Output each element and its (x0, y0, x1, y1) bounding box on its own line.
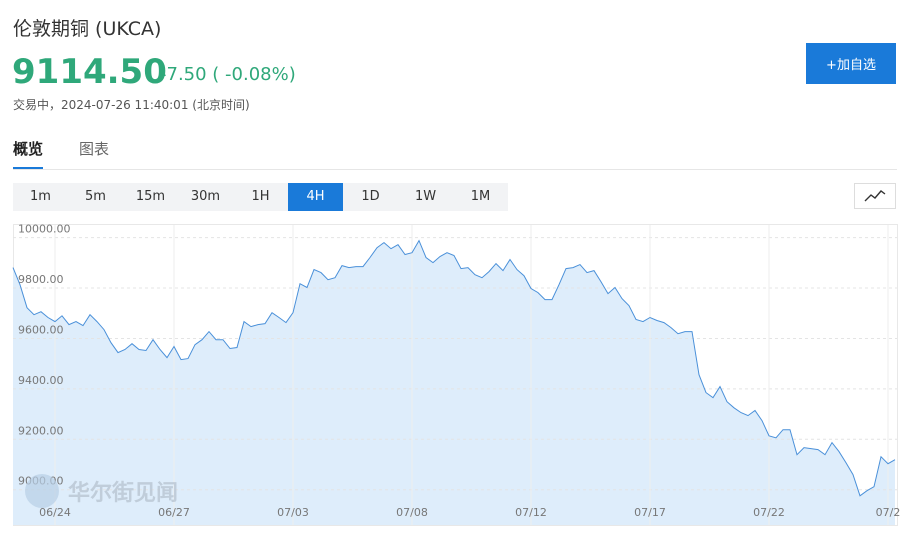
watermark: 华尔街见闻 (68, 480, 178, 506)
interval-bar: 1m 5m 15m 30m 1H 4H 1D 1W 1M (13, 183, 508, 211)
x-tick-label: 07/17 (634, 506, 666, 519)
y-tick-label: 9400.00 (18, 374, 64, 387)
interval-button[interactable]: 1H (251, 189, 270, 204)
interval-button[interactable]: 1W (414, 189, 437, 204)
add-watchlist-button[interactable]: +加自选 (806, 43, 896, 84)
title: 伦敦期铜 (UKCA) (13, 18, 162, 40)
x-tick-label: 07/2 (876, 506, 901, 519)
y-tick-label: 9800.00 (18, 273, 64, 286)
area (13, 240, 895, 525)
tabs: 概览 图表 (13, 138, 145, 169)
interval-button[interactable]: 15m (135, 189, 166, 204)
interval-button[interactable]: 5m (85, 189, 106, 204)
interval-button[interactable]: 1m (30, 189, 51, 204)
interval-button[interactable]: 4H (288, 183, 343, 211)
line (12, 239, 896, 497)
status: 交易中，2024-07-26 11:40:01 (北京时间) (13, 98, 250, 112)
y-tick-label: 10000.00 (18, 223, 71, 236)
y-tick-label: 9600.00 (18, 323, 64, 336)
change: -7.50 ( -0.08%) (160, 64, 296, 85)
price: 9114.50 (12, 52, 167, 92)
x-tick-label: 06/27 (158, 506, 190, 519)
divider (13, 169, 897, 170)
y-tick-label: 9200.00 (18, 424, 64, 437)
chart-icon (864, 190, 886, 202)
x-tick-label: 07/08 (396, 506, 428, 519)
watermark-logo (25, 474, 59, 508)
x-tick-label: 07/03 (277, 506, 309, 519)
interval-button[interactable]: 1M (470, 189, 491, 204)
x-tick-label: 06/24 (39, 506, 71, 519)
interval-button[interactable]: 1D (361, 189, 380, 204)
x-tick-label: 07/12 (515, 506, 547, 519)
tab[interactable]: 概览 (13, 138, 44, 169)
tab[interactable]: 图表 (79, 140, 110, 158)
chart-type-button[interactable] (854, 183, 896, 209)
interval-button[interactable]: 30m (190, 189, 221, 204)
x-tick-label: 07/22 (753, 506, 785, 519)
